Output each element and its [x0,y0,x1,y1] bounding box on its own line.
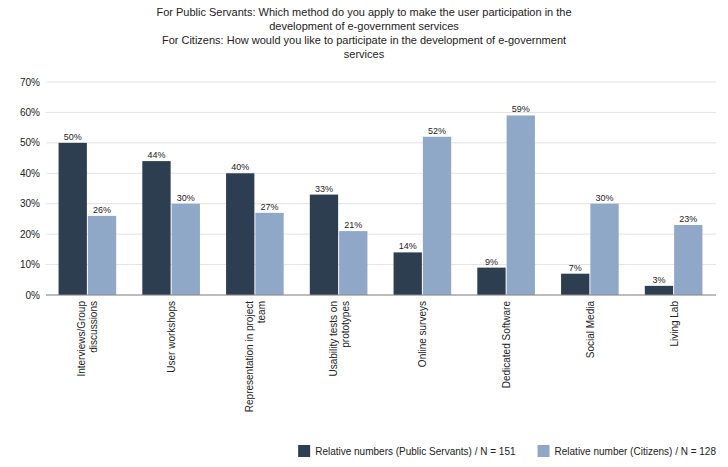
legend-item: Relative numbers (Public Servants) / N =… [298,445,516,457]
y-tick-label: 50% [20,137,40,148]
y-tick-label: 40% [20,168,40,179]
y-tick-label: 30% [20,198,40,209]
data-label: 14% [399,241,417,251]
data-label: 9% [485,257,498,267]
x-tick-label: User workshops [166,301,177,373]
x-tick-label: Dedicated Software [501,301,512,389]
bar [310,195,338,295]
y-tick-label: 0% [26,290,41,301]
data-label: 44% [147,150,165,160]
legend-label: Relative numbers (Public Servants) / N =… [315,446,516,457]
data-label: 30% [177,193,195,203]
chart: For Public Servants: Which method do you… [0,0,728,467]
data-label: 27% [261,202,279,212]
bars [59,115,703,295]
x-axis-line [46,295,716,296]
bar [394,252,422,295]
data-label: 59% [512,104,530,114]
bar [507,115,535,295]
x-tick-label: Social Media [585,301,596,359]
legend-item: Relative number (Citizens) / N = 128 [538,445,717,457]
bar [561,274,589,295]
legend-swatch [298,445,310,457]
bar [88,216,116,295]
grid-line [46,142,716,143]
data-label: 40% [231,162,249,172]
grid [46,82,716,295]
data-label: 23% [679,214,697,224]
data-label: 33% [315,184,333,194]
bar [59,143,87,295]
bar [142,161,170,295]
bar [339,231,367,295]
bar [674,225,702,295]
x-tick-label: Representation in projectteam [244,301,267,412]
bar [590,204,618,295]
x-tick-label: Living Lab [669,301,680,347]
bar [172,204,200,295]
bar [477,268,505,295]
y-tick-label: 20% [20,229,40,240]
title: For Public Servants: Which method do you… [156,6,571,60]
data-labels: 50% 44% 40% 33% 14% 9% 7% 3% 26% 30% 27% 21% 52% 59% 3… [64,104,698,284]
data-label: 50% [64,132,82,142]
y-tick-label: 10% [20,259,40,270]
bar [423,137,451,295]
bar [645,286,673,295]
legend: Relative numbers (Public Servants) / N =… [298,445,716,457]
bar [255,213,283,295]
data-label: 52% [428,126,446,136]
data-label: 26% [93,205,111,215]
data-label: 7% [569,263,582,273]
grid-line [46,295,716,296]
grid-line [46,112,716,113]
x-tick-label: Interviews/Groupdiscussions [76,301,99,377]
y-tick-label: 60% [20,107,40,118]
data-label: 30% [596,193,614,203]
bar [226,173,254,295]
legend-swatch [538,445,550,457]
data-label: 3% [652,275,665,285]
grid-line [46,82,716,83]
x-tick-label: Usability tests onprototypes [328,301,351,377]
x-tick-label: Online surveys [417,301,428,367]
legend-label: Relative number (Citizens) / N = 128 [555,446,717,457]
y-tick-label: 70% [20,77,40,88]
data-label: 21% [344,220,362,230]
